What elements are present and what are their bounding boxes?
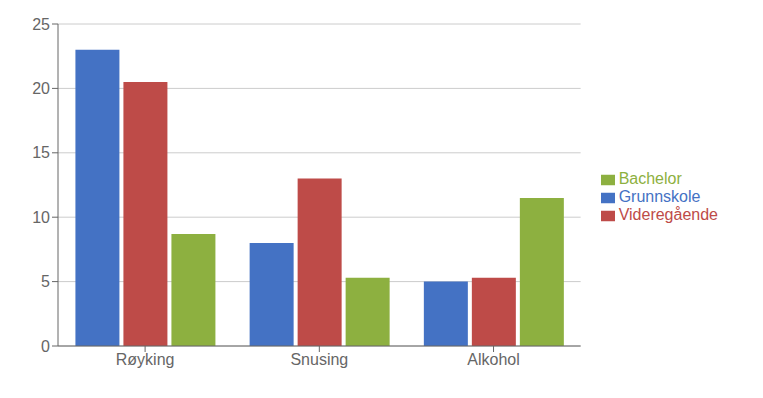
- svg-text:20: 20: [32, 80, 50, 97]
- svg-text:15: 15: [32, 144, 50, 161]
- svg-text:Røyking: Røyking: [116, 351, 175, 368]
- svg-text:Alkohol: Alkohol: [467, 351, 519, 368]
- svg-text:25: 25: [32, 16, 50, 33]
- svg-text:Snusing: Snusing: [290, 351, 348, 368]
- html-text:Grunnskole: Grunnskole: [618, 188, 701, 205]
- svg-text:0: 0: [41, 338, 50, 355]
- html-text:Bachelor: Bachelor: [618, 170, 682, 187]
- svg-text:5: 5: [41, 273, 50, 290]
- html-text:Videregående: Videregående: [618, 206, 718, 223]
- svg-text:10: 10: [32, 209, 50, 226]
